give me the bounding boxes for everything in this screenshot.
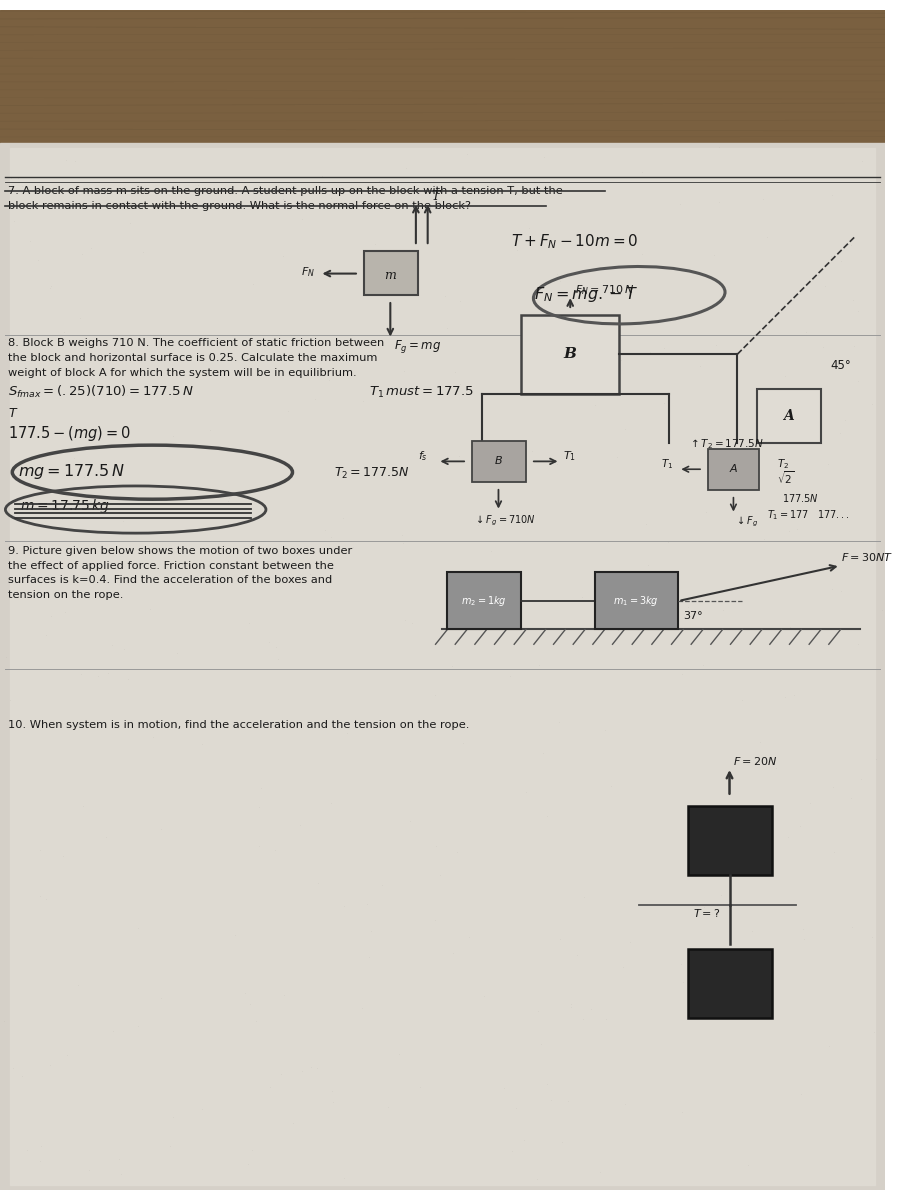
Bar [595, 572, 679, 630]
Text: $T$: $T$ [8, 407, 18, 420]
Text: 37°: 37° [683, 611, 703, 620]
Bar [447, 572, 521, 630]
Text: weight of block A for which the system will be in equilibrium.: weight of block A for which the system w… [8, 368, 356, 378]
Text: $T{=}?$: $T{=}?$ [693, 906, 721, 918]
Text: $F_N$: $F_N$ [301, 265, 315, 278]
Text: 8. Block B weighs 710 N. The coefficient of static friction between: 8. Block B weighs 710 N. The coefficient… [8, 338, 384, 348]
Text: $F_N = 710\,N$: $F_N = 710\,N$ [575, 283, 634, 298]
Text: $mg = 177.5\,N$: $mg = 177.5\,N$ [18, 462, 125, 481]
Text: 45°: 45° [831, 359, 851, 372]
Text: the block and horizontal surface is 0.25. Calculate the maximum: the block and horizontal surface is 0.25… [8, 353, 377, 364]
Bar [10, 148, 875, 1184]
Text: 7. A block of mass m sits on the ground. A student pulls up on the block with a : 7. A block of mass m sits on the ground.… [8, 186, 562, 196]
Bar [688, 806, 772, 875]
Text: $T_1\,must=177.5$: $T_1\,must=177.5$ [369, 384, 473, 400]
Text: $F_N = mg.-T$: $F_N = mg.-T$ [534, 286, 638, 304]
Text: $\uparrow T_2=177.5N$: $\uparrow T_2=177.5N$ [688, 438, 764, 451]
Text: the effect of applied force. Friction constant between the: the effect of applied force. Friction co… [8, 560, 334, 570]
Text: tension on the rope.: tension on the rope. [8, 590, 123, 600]
Text: $T+F_N-10m=0$: $T+F_N-10m=0$ [511, 232, 639, 251]
Text: $F{=}20N$: $F{=}20N$ [734, 755, 778, 767]
Text: $T_1=177$   $177...$: $T_1=177$ $177...$ [767, 509, 850, 522]
Bar [708, 449, 759, 490]
Text: 10. When system is in motion, find the acceleration and the tension on the rope.: 10. When system is in motion, find the a… [8, 720, 469, 730]
Bar [0, 10, 885, 157]
Bar [688, 949, 772, 1018]
Text: B: B [563, 347, 577, 361]
Text: $m_1{=}3kg$: $m_1{=}3kg$ [613, 594, 659, 608]
Text: 9. Picture given below shows the motion of two boxes under: 9. Picture given below shows the motion … [8, 546, 352, 556]
Text: T: T [432, 190, 440, 203]
Text: $m_2{=}1kg$: $m_2{=}1kg$ [461, 594, 507, 608]
Bar [364, 251, 418, 295]
Text: $m = 17.75\,kg$: $m = 17.75\,kg$ [20, 497, 110, 515]
Text: $T_2=177.5N$: $T_2=177.5N$ [334, 466, 410, 481]
Bar [521, 314, 619, 394]
Bar [472, 440, 526, 482]
Text: $\downarrow F_g = 710N$: $\downarrow F_g = 710N$ [474, 514, 536, 528]
Text: block remains in contact with the ground. What is the normal force on the block?: block remains in contact with the ground… [8, 200, 471, 211]
Text: $F{=}30NT$: $F{=}30NT$ [841, 551, 893, 563]
Text: $F_g = mg$: $F_g = mg$ [394, 338, 441, 355]
Text: $T_1$: $T_1$ [563, 450, 576, 463]
Text: $177.5N$: $177.5N$ [781, 492, 818, 504]
Bar [0, 143, 885, 1190]
Text: $\downarrow F_g$: $\downarrow F_g$ [735, 515, 759, 529]
Text: surfaces is k=0.4. Find the acceleration of the boxes and: surfaces is k=0.4. Find the acceleration… [8, 575, 332, 586]
Text: A: A [783, 409, 794, 424]
Text: $f_s$: $f_s$ [418, 450, 428, 463]
Text: $T_1$: $T_1$ [661, 457, 673, 472]
Bar [757, 389, 821, 443]
Text: B: B [495, 456, 502, 467]
Text: $T_2$: $T_2$ [777, 457, 789, 472]
Text: A: A [730, 464, 737, 474]
Text: $S_{fmax}=(.25)(710)=177.5\,N$: $S_{fmax}=(.25)(710)=177.5\,N$ [8, 384, 193, 400]
Text: $\sqrt{2}$: $\sqrt{2}$ [777, 469, 795, 486]
Text: m: m [384, 269, 396, 282]
Text: $177.5-(mg)=0$: $177.5-(mg)=0$ [8, 424, 130, 443]
